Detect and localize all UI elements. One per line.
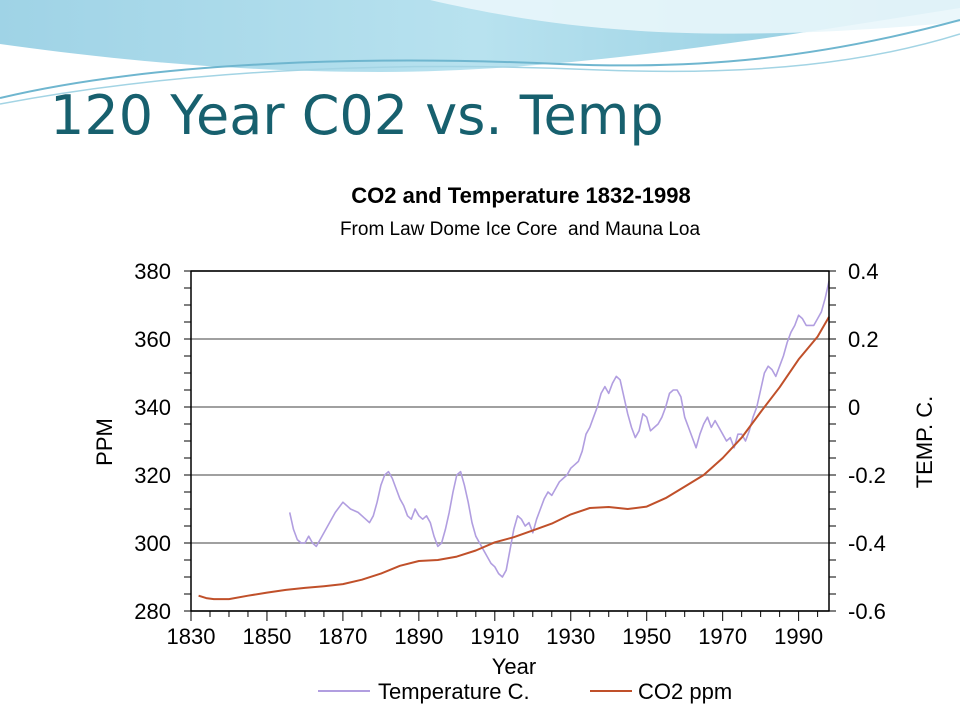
slide-header-swoosh [0, 0, 960, 105]
x-tick-label: 1910 [470, 624, 519, 649]
right-axis-label: TEMP. C. [912, 396, 937, 489]
co2-series-line [198, 316, 830, 601]
right-tick-label: 0.2 [848, 327, 879, 352]
right-axis-ticks: -0.6 -0.4 -0.2 0 0.2 0.4 [829, 259, 886, 624]
left-tick-label: 280 [134, 599, 171, 624]
chart-panel: CO2 and Temperature 1832-1998 From Law D… [82, 170, 952, 718]
x-tick-label: 1890 [394, 624, 443, 649]
left-axis-label: PPM [92, 418, 117, 466]
right-tick-label: -0.4 [848, 531, 886, 556]
series-lines [198, 281, 830, 601]
chart-title: CO2 and Temperature 1832-1998 [351, 183, 691, 208]
x-tick-label: 1930 [546, 624, 595, 649]
right-tick-label: -0.2 [848, 463, 886, 488]
right-tick-label: 0.4 [848, 259, 879, 284]
x-tick-label: 1830 [167, 624, 216, 649]
x-tick-label: 1970 [698, 624, 747, 649]
chart-legend: Temperature C. CO2 ppm [318, 679, 732, 704]
x-tick-label: 1870 [318, 624, 367, 649]
x-tick-label: 1950 [622, 624, 671, 649]
x-tick-label: 1850 [242, 624, 291, 649]
left-tick-label: 300 [134, 531, 171, 556]
legend-label-temperature: Temperature C. [378, 679, 530, 704]
plot-frame [190, 270, 830, 612]
left-tick-label: 340 [134, 395, 171, 420]
x-axis-label: Year [492, 654, 536, 679]
left-axis-ticks: 280 300 320 340 360 380 [134, 259, 191, 624]
left-tick-label: 380 [134, 259, 171, 284]
x-tick-label: 1990 [774, 624, 823, 649]
left-tick-label: 360 [134, 327, 171, 352]
right-tick-label: 0 [848, 395, 860, 420]
slide-title: 120 Year C02 vs. Temp [50, 84, 664, 147]
grid-lines [191, 270, 829, 612]
legend-label-co2: CO2 ppm [638, 679, 732, 704]
right-tick-label: -0.6 [848, 599, 886, 624]
x-axis-ticks: 1830 1850 1870 1890 1910 1930 1950 1970 1990 [167, 611, 823, 649]
chart-subtitle: From Law Dome Ice Core and Mauna Loa [340, 219, 701, 240]
left-tick-label: 320 [134, 463, 171, 488]
co2-temperature-chart: CO2 and Temperature 1832-1998 From Law D… [92, 183, 937, 704]
